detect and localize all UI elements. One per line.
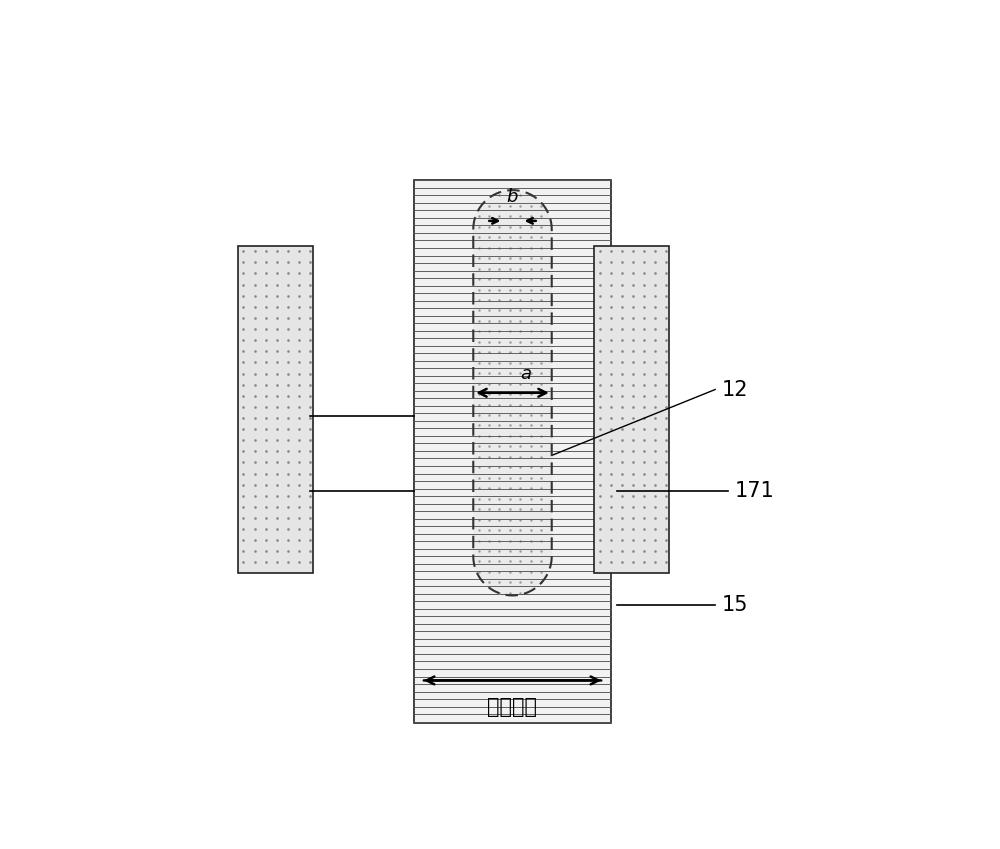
Text: 171: 171 [735, 481, 775, 501]
Text: 沟道方向: 沟道方向 [488, 697, 538, 717]
Text: 15: 15 [722, 595, 748, 616]
Bar [414, 180, 611, 723]
Text: 171: 171 [264, 481, 303, 501]
Bar [238, 245, 313, 572]
Text: 12: 12 [722, 380, 748, 400]
Bar [594, 245, 669, 572]
Text: 151: 151 [264, 406, 303, 425]
PathPatch shape [473, 190, 552, 595]
Text: b: b [507, 188, 518, 206]
Text: a: a [520, 365, 531, 383]
